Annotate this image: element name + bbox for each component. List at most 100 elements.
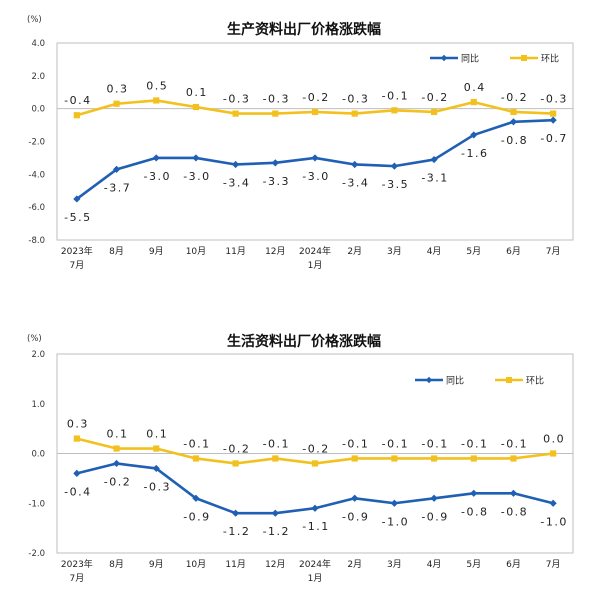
x-tick-label-line: 7月 — [69, 573, 84, 584]
data-point-mom — [470, 99, 477, 106]
y-axis-unit-label: (%) — [27, 334, 42, 344]
x-tick-label: 2024年 1月 — [299, 558, 331, 584]
x-tick-label-line: 12月 — [265, 559, 285, 570]
data-label-mom: 0.3 — [67, 418, 89, 431]
y-tick-label: 0.0 — [31, 105, 45, 115]
data-label-mom: -0.2 — [223, 442, 250, 455]
y-tick-label: -4.0 — [28, 170, 45, 180]
data-point-mom — [430, 455, 438, 462]
data-label-yoy: -3.0 — [143, 170, 170, 183]
y-tick-label: 2.0 — [31, 350, 45, 360]
x-tick-label: 10月 — [186, 559, 206, 570]
legend-marker-mom — [521, 55, 527, 61]
data-point-mom — [470, 455, 477, 462]
data-point-mom — [113, 100, 120, 107]
legend-label-yoy: 同比 — [461, 53, 479, 65]
x-tick-label: 11月 — [225, 559, 245, 570]
x-tick-label: 9月 — [149, 246, 164, 257]
x-tick-label: 8月 — [109, 559, 124, 570]
x-tick-label: 7月 — [546, 559, 561, 570]
data-label-yoy: -0.9 — [342, 510, 369, 523]
data-label-mom: 0.1 — [107, 428, 129, 441]
x-tick-label-line: 2月 — [347, 246, 362, 257]
chart-panel-1: 生产资料出厂价格涨跌幅 (%) 4.0 2.0 0.0 -2.0 -4.0 -6.0 -8.0 2… — [27, 15, 574, 271]
data-point-yoy — [549, 116, 557, 124]
data-label-yoy: -0.9 — [421, 510, 448, 523]
data-label-mom: -0.1 — [342, 437, 369, 450]
data-point-mom — [192, 455, 200, 462]
data-label-mom: 0.0 — [543, 433, 565, 446]
data-point-mom — [272, 110, 279, 117]
data-point-yoy — [192, 154, 200, 162]
y-tick-label: 2.0 — [31, 72, 45, 82]
data-point-yoy — [311, 504, 319, 512]
x-tick-label-line: 3月 — [387, 246, 402, 257]
data-label-yoy: -1.0 — [540, 515, 567, 528]
data-point-yoy — [311, 154, 319, 162]
x-tick-label-line: 10月 — [186, 246, 206, 257]
data-point-mom — [550, 450, 557, 457]
x-tick-label-line: 10月 — [186, 559, 206, 570]
legend-label-mom: 环比 — [526, 375, 544, 387]
data-point-yoy — [430, 494, 438, 502]
data-label-yoy: -3.3 — [263, 175, 290, 188]
x-tick-label: 8月 — [109, 246, 124, 257]
data-label-mom: -0.2 — [302, 91, 329, 104]
data-point-mom — [192, 103, 200, 111]
x-tick-label: 5月 — [466, 246, 481, 257]
legend-marker-yoy — [425, 376, 433, 384]
data-label-mom: 0.1 — [146, 428, 168, 441]
data-label-yoy: -3.4 — [342, 176, 369, 189]
x-tick-label-line: 4月 — [427, 559, 442, 570]
data-label-mom: -0.2 — [302, 442, 329, 455]
data-point-yoy — [351, 160, 359, 169]
data-point-mom — [272, 455, 279, 462]
data-point-mom — [430, 108, 438, 116]
x-tick-label-line: 11月 — [225, 246, 245, 257]
x-tick-label: 2月 — [347, 559, 362, 570]
data-label-mom: 0.1 — [186, 86, 208, 99]
data-label-yoy: -0.8 — [461, 505, 488, 518]
y-tick-label: -6.0 — [28, 203, 45, 213]
data-label-yoy: -3.0 — [302, 170, 329, 183]
data-point-yoy — [232, 509, 240, 517]
data-label-yoy: -0.2 — [104, 475, 131, 488]
legend-label-yoy: 同比 — [446, 375, 464, 387]
y-tick-label: 1.0 — [31, 400, 45, 410]
data-label-yoy: -1.1 — [302, 520, 329, 533]
data-point-mom — [232, 110, 239, 117]
data-label-yoy: -1.0 — [382, 515, 409, 528]
data-point-yoy — [351, 494, 359, 502]
x-tick-label: 10月 — [186, 246, 206, 257]
x-tick-label-line: 12月 — [265, 246, 285, 257]
y-tick-label: 0.0 — [31, 450, 45, 460]
x-tick-label: 3月 — [387, 559, 402, 570]
data-label-mom: -0.4 — [64, 94, 91, 107]
data-point-yoy — [112, 459, 121, 468]
x-tick-label-line: 2月 — [347, 559, 362, 570]
y-tick-label: 4.0 — [31, 39, 45, 49]
x-tick-label-line: 3月 — [387, 559, 402, 570]
x-tick-label: 9月 — [149, 559, 164, 570]
data-point-mom — [232, 460, 239, 467]
x-tick-label: 4月 — [427, 246, 442, 257]
x-tick-label: 4月 — [427, 559, 442, 570]
x-tick-label-line: 6月 — [506, 246, 521, 257]
data-point-mom — [510, 455, 517, 462]
data-point-yoy — [232, 160, 240, 169]
x-tick-label-line: 9月 — [149, 246, 164, 257]
x-tick-label-line: 2023年 — [61, 245, 93, 257]
data-point-yoy — [73, 469, 81, 477]
data-point-yoy — [390, 499, 398, 507]
data-point-mom — [153, 445, 160, 452]
data-label-yoy: -1.2 — [223, 525, 250, 538]
data-point-mom — [351, 455, 358, 462]
data-point-yoy — [152, 464, 160, 473]
data-point-mom — [510, 108, 517, 116]
x-tick-label: 6月 — [506, 246, 521, 257]
x-tick-label: 7月 — [546, 246, 561, 257]
data-point-mom — [311, 108, 319, 116]
data-label-mom: -0.1 — [382, 89, 409, 102]
